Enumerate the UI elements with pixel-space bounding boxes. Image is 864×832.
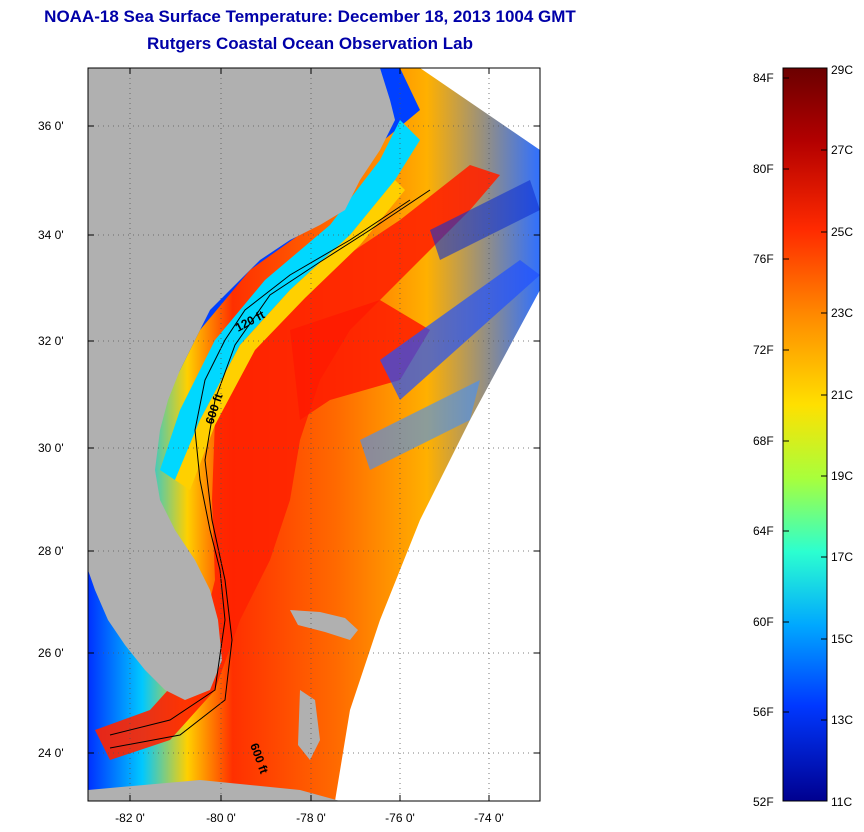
- plot-frame: [87, 67, 541, 802]
- colorbar-f-label: 84F: [753, 71, 774, 85]
- lat-tick-label: 32 0': [38, 334, 64, 348]
- colorbar-f-label: 72F: [753, 343, 774, 357]
- coastal-cyan-band: [160, 120, 420, 480]
- colorbar-f-label: 80F: [753, 162, 774, 176]
- colorbar-c-label: 25C: [831, 225, 853, 239]
- colorbar-f-label: 52F: [753, 795, 774, 809]
- colorbar-c-label: 29C: [831, 63, 853, 77]
- lat-tick-label: 36 0': [38, 119, 64, 133]
- contour-120ft: [109, 199, 411, 736]
- warm-eddy: [290, 300, 430, 420]
- colorbar-c-label: 21C: [831, 388, 853, 402]
- colorbar-f-label: 60F: [753, 615, 774, 629]
- lon-tick-label: -78 0': [296, 811, 326, 825]
- colorbar-c-label: 15C: [831, 632, 853, 646]
- lon-tick-label: -74 0': [474, 811, 504, 825]
- page-subtitle: Rutgers Coastal Ocean Observation Lab: [147, 34, 473, 53]
- cold-streak-1: [380, 260, 540, 400]
- colorbar-c-label: 13C: [831, 713, 853, 727]
- lon-tick-label: -82 0': [115, 811, 145, 825]
- colorbar-f-label: 68F: [753, 434, 774, 448]
- land-bahamas-2: [298, 690, 320, 760]
- contour-600ft: [109, 189, 431, 749]
- lat-tick-label: 30 0': [38, 441, 64, 455]
- page-title: NOAA-18 Sea Surface Temperature: Decembe…: [44, 7, 576, 26]
- cold-streak-2: [360, 380, 480, 470]
- land-bahamas-1: [290, 610, 358, 640]
- lat-tick-label: 24 0': [38, 746, 64, 760]
- cold-streak-3: [430, 180, 540, 260]
- graticule: [88, 68, 540, 801]
- lon-tick-label: -76 0': [385, 811, 415, 825]
- land-cuba: [88, 780, 340, 801]
- colorbar-c-label: 23C: [831, 306, 853, 320]
- colorbar-c-label: 27C: [831, 143, 853, 157]
- axis-tick-marks: [88, 68, 540, 801]
- colorbar-c-label: 19C: [831, 469, 853, 483]
- colorbar-f-label: 64F: [753, 524, 774, 538]
- lat-tick-label: 34 0': [38, 228, 64, 242]
- colorbar: [782, 67, 828, 802]
- colorbar-f-label: 76F: [753, 252, 774, 266]
- colorbar-c-label: 17C: [831, 550, 853, 564]
- colorbar-c-label: 11C: [831, 795, 852, 809]
- lat-tick-label: 26 0': [38, 646, 64, 660]
- colorbar-f-label: 56F: [753, 705, 774, 719]
- land-mainland: [88, 68, 395, 700]
- lat-tick-label: 28 0': [38, 544, 64, 558]
- colorbar-ticks: [783, 77, 827, 721]
- lon-tick-label: -80 0': [206, 811, 236, 825]
